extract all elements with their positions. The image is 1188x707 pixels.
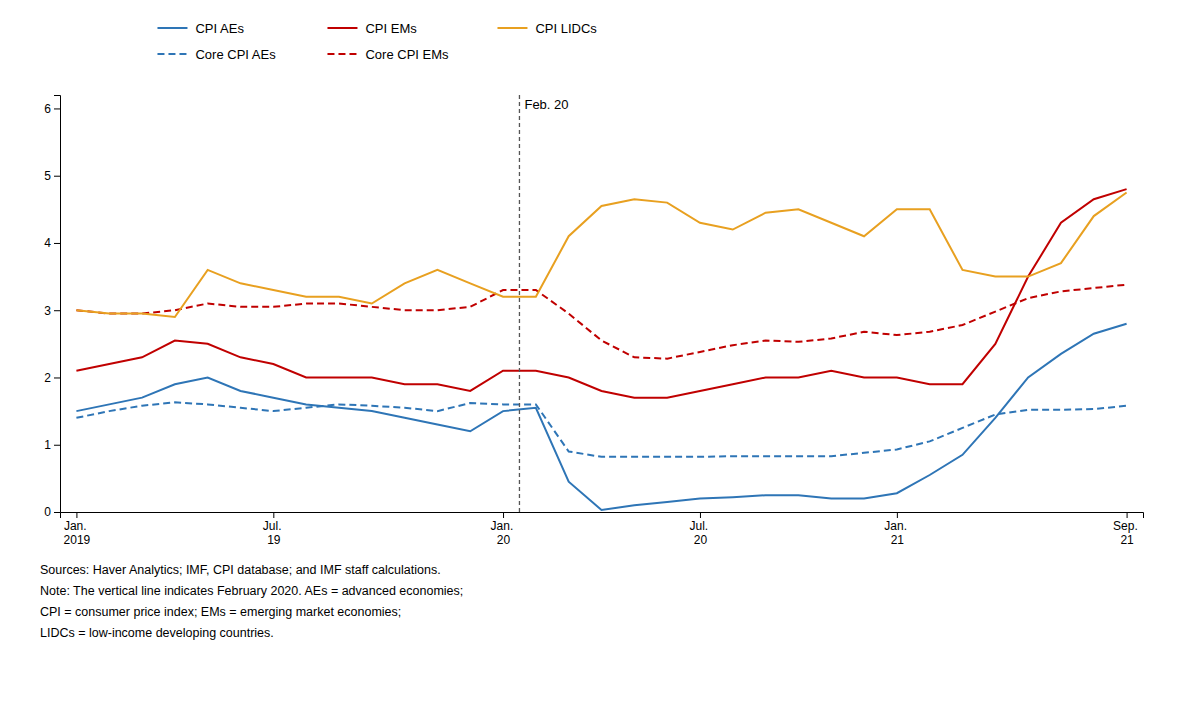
x-tick-label-line: Jul. [689,519,711,533]
x-tick-label-line: 20 [497,533,511,547]
x-axis-line [61,513,1144,519]
legend-swatch [157,53,187,55]
series-line [76,193,1126,317]
y-tick-mark [54,512,60,513]
x-tick-label: Jan. 21 [884,519,910,547]
legend-label: CPI AEs [195,21,244,36]
y-tick-label: 4 [44,236,51,250]
legend-item: CPI EMs [327,21,417,36]
y-tick: 6 [44,102,60,116]
legend-swatch [157,27,187,29]
x-tick-label-line: Sep. [1113,519,1141,533]
annotation-label: Feb. 20 [524,97,568,112]
y-tick-label: 3 [44,304,51,318]
plot: 0123456Jan. 2019Jul. 19Jan. 20Jul. 20Jan… [44,95,1143,547]
x-tick: Jan. 2019 [64,512,91,547]
x-tick-mark [700,512,701,518]
y-tick: 2 [44,371,60,385]
chart: 0123456Jan. 2019Jul. 19Jan. 20Jul. 20Jan… [0,0,1188,707]
x-tick: Jul. 20 [689,512,711,547]
x-tick-label: Jul. 19 [263,519,285,547]
x-tick-label: Jan. 2019 [64,519,91,547]
legend-item: CPI LIDCs [497,21,597,36]
x-tick-label-line: 21 [1120,533,1134,547]
x-tick-label-line: 21 [891,533,905,547]
legend-label: Core CPI AEs [195,47,276,62]
x-tick: Jan. 20 [491,512,517,547]
footnote-line: Sources: Haver Analytics; IMF, CPI datab… [40,563,441,577]
footnote: Sources: Haver Analytics; IMF, CPI datab… [40,563,463,640]
annotation-line [519,95,520,512]
y-tick-label: 2 [44,371,51,385]
y-tick-mark [54,377,60,378]
legend-label: CPI LIDCs [535,21,597,36]
x-tick: Jul. 19 [263,512,285,547]
x-tick-label: Jan. 20 [491,519,517,547]
y-tick-mark [54,176,60,177]
y-tick: 0 [44,505,60,519]
y-tick: 3 [44,304,60,318]
x-tick-label: Jul. 20 [689,519,711,547]
footnote-line: CPI = consumer price index; EMs = emergi… [40,605,401,619]
x-tick-mark [76,512,77,518]
y-tick: 5 [44,169,60,183]
x-tick: Sep. 21 [1113,512,1141,547]
legend-swatch [327,53,357,55]
x-tick-label-line: Jan. [884,519,910,533]
x-tick-mark [897,512,898,518]
footnote-line: Note: The vertical line indicates Februa… [40,584,463,598]
x-tick: Jan. 21 [884,512,910,547]
legend-item: Core CPI EMs [327,47,449,62]
x-tick-mark [503,512,504,518]
legend: CPI AEs CPI EMs CPI LIDCs Core CPI AEs Core … [157,21,597,62]
y-tick-mark [54,243,60,244]
x-tick-label-line: 19 [267,533,281,547]
y-tick: 4 [44,236,60,250]
x-tick-mark [1127,512,1128,518]
y-tick: 1 [44,438,60,452]
y-tick-label: 6 [44,102,51,116]
y-axis-line [54,96,61,513]
footnote-line: LIDCs = low-income developing countries. [40,626,274,640]
y-axis: 0 1 2 3 4 5 6 [44,96,60,520]
legend-label: Core CPI EMs [365,47,449,62]
legend-item: CPI AEs [157,21,244,36]
y-tick-label: 0 [44,505,51,519]
y-tick-mark [54,310,60,311]
legend-label: CPI EMs [365,21,417,36]
lines [76,189,1126,510]
x-tick-label-line: 2019 [64,533,91,547]
x-tick-label-line: 20 [694,533,708,547]
series-line [76,285,1126,359]
series-line [76,189,1126,398]
series-line [76,402,1126,456]
legend-swatch [497,27,527,29]
series-line [76,324,1126,510]
y-tick-label: 1 [44,438,51,452]
legend-swatch [327,27,357,29]
x-tick-label-line: Jul. [263,519,285,533]
legend-item: Core CPI AEs [157,47,276,62]
x-tick-mark [273,512,274,518]
y-tick-mark [54,108,60,109]
x-axis: Jan. 2019Jul. 19Jan. 20Jul. 20Jan. 21Sep… [61,512,1144,547]
x-tick-label-line: Jan. [64,519,90,533]
y-tick-label: 5 [44,169,51,183]
x-tick-label: Sep. 21 [1113,519,1141,547]
y-tick-mark [54,445,60,446]
x-tick-label-line: Jan. [491,519,517,533]
